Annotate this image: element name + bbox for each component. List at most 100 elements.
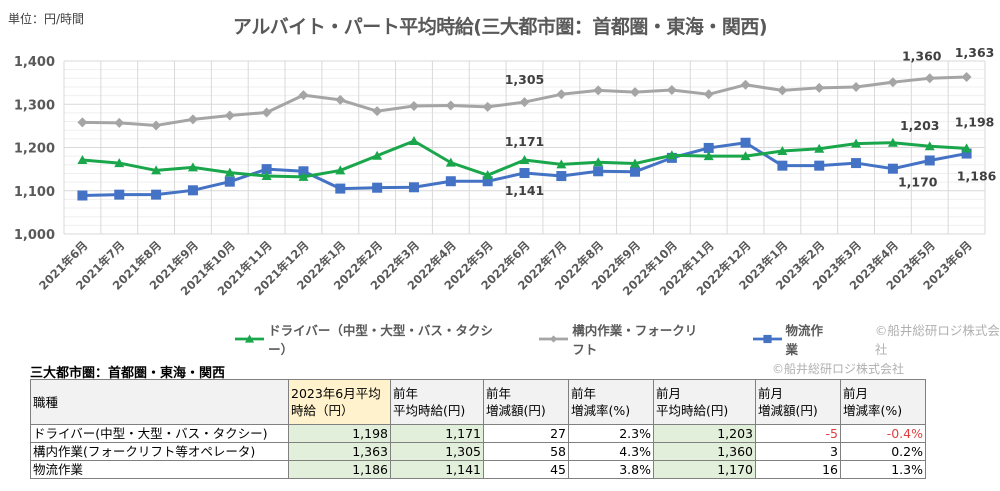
header-current: 2023年6月平均 時給（円） (288, 379, 391, 425)
data-point-triangle (482, 170, 493, 180)
data-point-square (187, 185, 198, 196)
data-point-triangle (851, 138, 862, 148)
data-point-triangle (187, 162, 198, 172)
data-label: 1,203 (900, 118, 940, 133)
data-point-square (740, 137, 751, 148)
legend-item-forklift: 構内作業・フォークリフト (539, 320, 708, 358)
cell-yoy-rate: 2.3% (568, 424, 654, 443)
table-title: 三大都市圏：首都圏・東海・関西 (30, 366, 226, 381)
data-point-triangle (519, 155, 530, 165)
data-point-diamond (556, 89, 567, 100)
table-row: 構内作業(フォークリフト等オペレータ) 1,363 1,305 58 4.3% … (30, 442, 926, 461)
data-point-diamond (740, 79, 751, 90)
cell-mom-diff: -5 (755, 424, 841, 443)
cell-yoy-rate: 4.3% (568, 442, 654, 461)
wage-table: 職種 2023年6月平均 時給（円） 前年 平均時給(円) 前年 増減額(円) 前年増… (30, 379, 926, 479)
data-label: 1,141 (505, 183, 545, 198)
cell-prev-month: 1,170 (653, 460, 756, 479)
data-point-square (261, 164, 272, 175)
data-point-diamond (151, 120, 162, 131)
y-tick-label: 1,200 (14, 142, 55, 157)
square-marker-icon (752, 334, 782, 344)
data-point-diamond (703, 89, 714, 100)
cell-mom-rate: 1.3% (840, 460, 926, 479)
data-label: 1,186 (957, 169, 997, 184)
data-label: 1,198 (955, 114, 995, 129)
data-point-diamond (666, 84, 677, 95)
data-label: 1,305 (505, 72, 545, 87)
cell-yoy-diff: 58 (483, 442, 569, 461)
data-point-triangle (630, 158, 641, 168)
data-point-square (114, 189, 125, 200)
data-point-triangle (335, 165, 346, 175)
data-point-diamond (814, 82, 825, 93)
data-label: 1,170 (898, 174, 938, 189)
data-point-diamond (924, 73, 935, 84)
line-chart: 1,0001,1001,2001,3001,4002021年6月2021年7月2… (14, 45, 997, 298)
cell-mom-diff: 16 (755, 460, 841, 479)
data-point-square (77, 190, 88, 201)
cell-prev-year: 1,171 (390, 424, 484, 443)
data-point-square (298, 166, 309, 177)
header-yoy-diff: 前年 増減額(円) (483, 379, 569, 425)
legend-item-driver: ドライバー（中型・大型・バス・タクシー） (235, 320, 495, 358)
header-mom-rate: 前月 増減率(%) (840, 379, 926, 425)
cell-prev-month: 1,203 (653, 424, 756, 443)
data-point-triangle (372, 150, 383, 160)
data-point-triangle (814, 143, 825, 153)
legend-label: ドライバー（中型・大型・バス・タクシー） (268, 323, 493, 357)
triangle-marker-icon (235, 334, 265, 343)
header-prev-month: 前月 平均時給(円) (653, 379, 756, 425)
data-point-triangle (261, 171, 272, 181)
data-point-diamond (519, 97, 530, 108)
data-point-square (556, 171, 567, 182)
data-point-square (482, 176, 493, 187)
data-point-triangle (740, 151, 751, 161)
y-tick-label: 1,100 (14, 185, 55, 200)
cell-current: 1,198 (288, 424, 391, 443)
data-point-diamond (408, 100, 419, 111)
cell-yoy-rate: 3.8% (568, 460, 654, 479)
cell-prev-year: 1,141 (390, 460, 484, 479)
data-point-triangle (556, 159, 567, 169)
data-point-diamond (187, 114, 198, 125)
data-label: 1,360 (902, 48, 942, 63)
data-point-diamond (372, 106, 383, 117)
data-point-diamond (445, 100, 456, 111)
data-point-square (445, 176, 456, 187)
data-point-diamond (630, 87, 641, 98)
cell-current: 1,363 (288, 442, 391, 461)
data-point-square (851, 158, 862, 169)
data-point-triangle (777, 145, 788, 155)
data-point-diamond (593, 85, 604, 96)
header-mom-diff: 前月 増減額(円) (755, 379, 841, 425)
data-point-diamond (851, 81, 862, 92)
data-point-square (593, 166, 604, 177)
header-yoy-rate: 前年 増減率(%) (568, 379, 654, 425)
cell-prev-year: 1,305 (390, 442, 484, 461)
data-point-square (814, 160, 825, 171)
table-header-row: 職種 2023年6月平均 時給（円） 前年 平均時給(円) 前年 増減額(円) 前年増… (30, 379, 926, 425)
cell-job: ドライバー(中型・大型・バス・タクシー) (30, 424, 289, 443)
data-point-square (887, 163, 898, 174)
cell-prev-month: 1,360 (653, 442, 756, 461)
diamond-marker-icon (539, 335, 569, 343)
table-row: ドライバー(中型・大型・バス・タクシー) 1,198 1,171 27 2.3%… (30, 424, 926, 443)
data-point-diamond (887, 77, 898, 88)
data-point-square (630, 166, 641, 177)
data-point-triangle (666, 150, 677, 160)
data-point-triangle (224, 167, 235, 177)
cell-current: 1,186 (288, 460, 391, 479)
data-point-square (224, 176, 235, 187)
cell-yoy-diff: 45 (483, 460, 569, 479)
data-point-diamond (961, 72, 972, 83)
header-prev-year: 前年 平均時給(円) (390, 379, 484, 425)
data-point-square (335, 183, 346, 194)
data-label: 1,363 (955, 45, 995, 60)
y-tick-label: 1,300 (14, 98, 55, 113)
data-point-triangle (445, 157, 456, 167)
header-job: 職種 (30, 379, 289, 425)
cell-yoy-diff: 27 (483, 424, 569, 443)
table-row: 物流作業 1,186 1,141 45 3.8% 1,170 16 1.3% (30, 460, 926, 479)
legend-label: 構内作業・フォークリフト (572, 323, 698, 357)
